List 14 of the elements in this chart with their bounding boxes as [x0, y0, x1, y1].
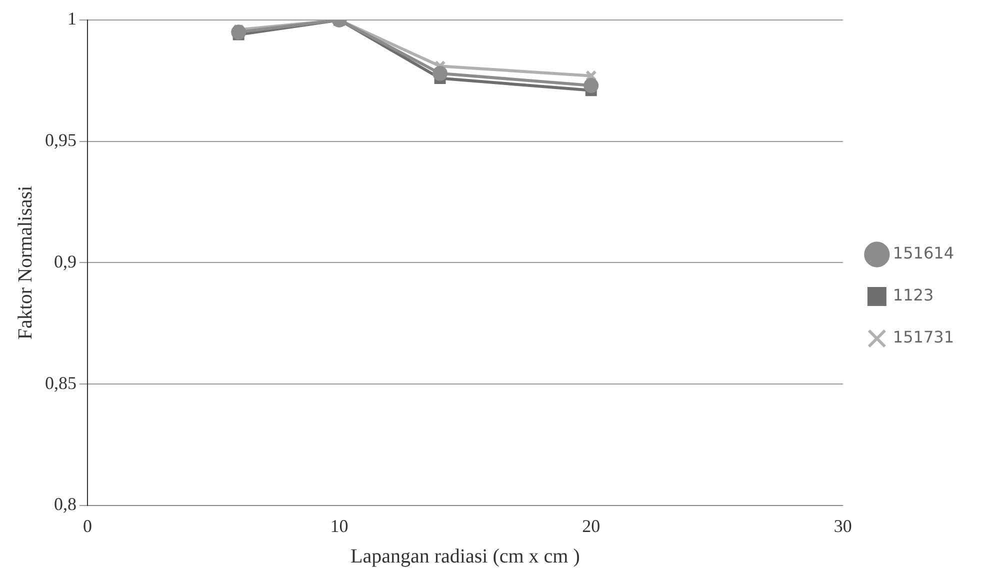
- y-tick-label: 0,85: [45, 372, 76, 393]
- x-tick-label: 10: [330, 516, 348, 536]
- legend-label: 151731: [892, 328, 954, 347]
- x-tick-label: 20: [582, 516, 600, 536]
- y-tick-label: 0,8: [54, 494, 76, 514]
- legend-label: 1123: [892, 286, 934, 305]
- legend-label: 151614: [892, 244, 954, 263]
- x-axis-title: Lapangan radiasi (cm x cm ): [350, 545, 580, 568]
- y-tick-label: 0,95: [45, 130, 76, 150]
- y-tick-label: 1: [68, 8, 76, 29]
- y-axis-title: Faktor Normalisasi: [14, 185, 36, 340]
- x-tick-label: 0: [83, 516, 92, 536]
- x-tick-label: 30: [834, 516, 852, 536]
- y-tick-label: 0,9: [54, 251, 76, 272]
